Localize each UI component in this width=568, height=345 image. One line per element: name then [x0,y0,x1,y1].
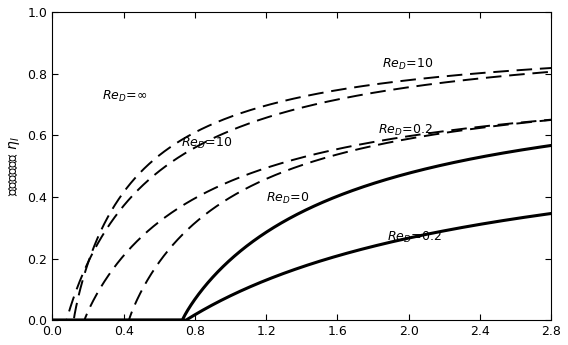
Y-axis label: 慣性碰撞效率 $\eta_I$: 慣性碰撞效率 $\eta_I$ [7,136,22,196]
Text: $Re_D\!=\!0$: $Re_D\!=\!0$ [266,191,310,206]
Text: $Re_D\!=\!10$: $Re_D\!=\!10$ [382,57,434,72]
Text: $Re_D\!=\!10$: $Re_D\!=\!10$ [181,135,232,150]
Text: $Re_D\!=\!\infty$: $Re_D\!=\!\infty$ [102,89,148,104]
Text: $Re_D\!=\!0.2$: $Re_D\!=\!0.2$ [378,123,433,138]
Text: $Re_D\!=\!0.2$: $Re_D\!=\!0.2$ [387,229,442,245]
